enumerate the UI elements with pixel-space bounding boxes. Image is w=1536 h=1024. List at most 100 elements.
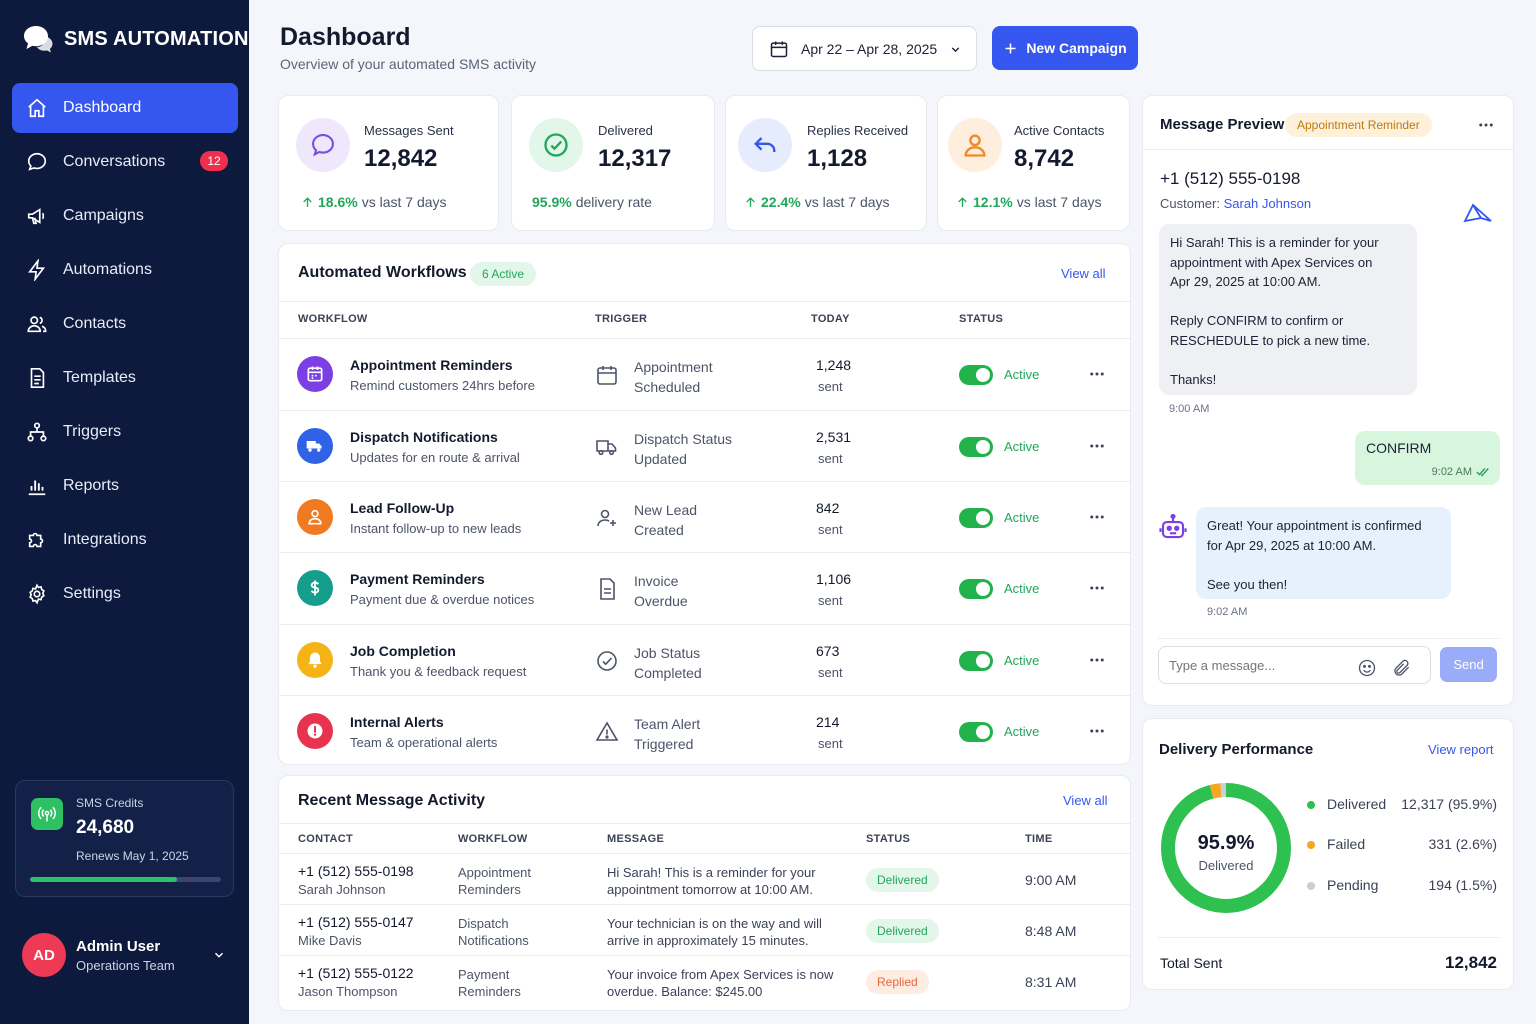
section-title: Recent Message Activity: [298, 792, 486, 809]
emoji-icon[interactable]: [1357, 658, 1377, 678]
avatar: AD: [22, 933, 66, 977]
column-header: STATUS: [959, 313, 1004, 325]
credits-value: 24,680: [76, 817, 135, 838]
workflow-status: Active: [1004, 653, 1040, 668]
today-count: 673: [816, 643, 840, 659]
column-header: WORKFLOW: [458, 833, 528, 845]
robot-icon: [1158, 512, 1188, 542]
more-options-icon[interactable]: [1088, 508, 1106, 526]
sidebar-item-reports[interactable]: Reports: [12, 461, 238, 511]
message-input[interactable]: [1158, 646, 1431, 684]
divider: [279, 823, 1130, 824]
arrow-up-icon: [744, 196, 757, 209]
date-range-text: Apr 22 – Apr 28, 2025: [801, 40, 938, 57]
workflow-status: Active: [1004, 510, 1040, 525]
message-time: 9:00 AM: [1169, 403, 1210, 415]
today-unit: sent: [818, 736, 843, 751]
table-row[interactable]: Job Completion Thank you & feedback requ…: [279, 624, 1130, 695]
date-range-picker[interactable]: Apr 22 – Apr 28, 2025: [752, 26, 977, 71]
more-options-icon[interactable]: [1477, 116, 1495, 134]
bar-chart-icon: [25, 474, 49, 498]
contact-name: Sarah Johnson: [298, 882, 386, 897]
paperclip-icon[interactable]: [1392, 658, 1412, 678]
table-row[interactable]: +1 (512) 555-0122 Jason Thompson Payment…: [279, 955, 1130, 1006]
sidebar-item-contacts[interactable]: Contacts: [12, 299, 238, 349]
stat-card-messages-sent: Messages Sent 12,842 18.6% vs last 7 days: [278, 95, 499, 231]
workflow-status: Active: [1004, 367, 1040, 382]
brand[interactable]: SMS AUTOMATION: [22, 24, 249, 54]
sidebar-item-integrations[interactable]: Integrations: [12, 515, 238, 565]
template-tag: Appointment Reminder: [1285, 113, 1432, 137]
legend-value: 194 (1.5%): [1428, 877, 1497, 893]
today-count: 1,248: [816, 357, 852, 373]
more-options-icon[interactable]: [1088, 437, 1106, 455]
auto-reply-message-bubble: Great! Your appointment is confirmed for…: [1196, 507, 1451, 599]
check-circle-icon: [529, 118, 583, 172]
today-unit: sent: [818, 451, 843, 466]
workflow-name: Job Completion: [350, 643, 456, 659]
donut-segment-pending: [1161, 783, 1291, 913]
view-all-activity-link[interactable]: View all: [1063, 793, 1108, 808]
customer-name-link[interactable]: Sarah Johnson: [1223, 196, 1312, 211]
table-row[interactable]: +1 (512) 555-0147 Mike Davis Dispatch Not…: [279, 904, 1130, 955]
workflow-toggle[interactable]: [959, 508, 993, 528]
section-title: Message Preview: [1160, 116, 1285, 133]
sidebar-item-campaigns[interactable]: Campaigns: [12, 191, 238, 241]
chevron-down-icon[interactable]: [212, 948, 226, 962]
truck-outline-icon: [595, 435, 619, 459]
sidebar-item-label: Reports: [63, 477, 120, 494]
table-row[interactable]: Appointment Reminders Remind customers 2…: [279, 338, 1130, 409]
alert-icon: [297, 713, 333, 749]
trigger-line: Appointment: [634, 359, 713, 375]
trigger-line: Job Status: [634, 645, 701, 661]
trigger-line: Created: [634, 522, 684, 538]
trigger-line: Triggered: [634, 736, 694, 752]
table-row[interactable]: Dispatch Notifications Updates for en ro…: [279, 410, 1130, 481]
sidebar-item-triggers[interactable]: Triggers: [12, 407, 238, 457]
workflow-toggle[interactable]: [959, 579, 993, 599]
workflow-toggle[interactable]: [959, 722, 993, 742]
more-options-icon[interactable]: [1088, 651, 1106, 669]
new-campaign-label: New Campaign: [1026, 40, 1127, 56]
brand-name: SMS AUTOMATION: [64, 27, 249, 50]
more-options-icon[interactable]: [1088, 579, 1106, 597]
contact-name: Jason Thompson: [298, 984, 398, 999]
stat-label: Active Contacts: [1014, 123, 1105, 138]
sidebar-item-label: Integrations: [63, 531, 147, 548]
user-menu[interactable]: AD Admin User Operations Team: [22, 932, 232, 978]
sidebar-item-settings[interactable]: Settings: [12, 569, 238, 619]
more-options-icon[interactable]: [1088, 365, 1106, 383]
chat-bubbles-logo-icon: [22, 24, 54, 54]
trigger-line: Scheduled: [634, 379, 701, 395]
stat-delta: 18.6%: [318, 194, 358, 210]
sidebar-item-automations[interactable]: Automations: [12, 245, 238, 295]
message-time: 9:00 AM: [1025, 872, 1077, 888]
truck-icon: [297, 428, 333, 464]
view-report-link[interactable]: View report: [1428, 742, 1494, 757]
stat-label: Messages Sent: [364, 123, 454, 138]
warning-icon: [595, 720, 619, 744]
workflow-toggle[interactable]: [959, 651, 993, 671]
contact-phone: +1 (512) 555-0147: [298, 914, 414, 930]
table-row[interactable]: Lead Follow-Up Instant follow-up to new …: [279, 481, 1130, 552]
table-row[interactable]: Internal Alerts Team & operational alert…: [279, 695, 1130, 764]
puzzle-icon: [25, 528, 49, 552]
send-button[interactable]: Send: [1440, 647, 1497, 682]
legend-value: 331 (2.6%): [1428, 836, 1497, 852]
sidebar-item-conversations[interactable]: Conversations 12: [12, 137, 238, 187]
table-row[interactable]: Payment Reminders Payment due & overdue …: [279, 552, 1130, 623]
credits-progress-fill: [30, 877, 178, 882]
trigger-line: Dispatch Status: [634, 431, 733, 447]
workflow-toggle[interactable]: [959, 365, 993, 385]
view-all-workflows-link[interactable]: View all: [1061, 266, 1106, 281]
more-options-icon[interactable]: [1088, 722, 1106, 740]
workflow-toggle[interactable]: [959, 437, 993, 457]
sidebar-item-templates[interactable]: Templates: [12, 353, 238, 403]
sidebar-item-dashboard[interactable]: Dashboard: [12, 83, 238, 133]
new-campaign-button[interactable]: New Campaign: [992, 26, 1138, 70]
stat-delta: 22.4%: [761, 194, 801, 210]
megaphone-icon: [25, 204, 49, 228]
workflow-description: Team & operational alerts: [350, 735, 498, 750]
table-row[interactable]: +1 (512) 555-0198 Sarah Johnson Appointm…: [279, 853, 1130, 904]
today-count: 842: [816, 500, 840, 516]
